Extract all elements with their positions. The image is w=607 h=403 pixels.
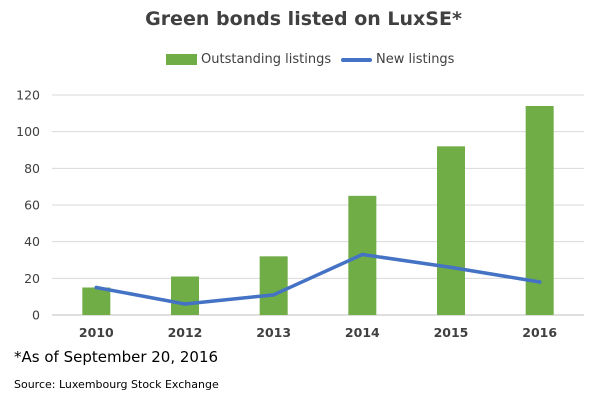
legend-swatch-line <box>341 57 372 62</box>
legend-item-new: New listings <box>341 52 454 67</box>
point-new-2016 <box>537 280 542 284</box>
y-tick-label: 60 <box>24 198 40 213</box>
bar-outstanding-2015 <box>437 146 465 315</box>
legend-swatch-bar <box>166 54 197 65</box>
y-tick-label: 20 <box>24 271 40 286</box>
chart-legend: Outstanding listings New listings <box>0 52 607 72</box>
bar-outstanding-2012 <box>171 276 199 315</box>
x-tick-label: 2013 <box>256 325 291 340</box>
y-tick-label: 100 <box>16 124 40 139</box>
x-tick-label: 2015 <box>434 325 469 340</box>
point-new-2014 <box>360 252 365 257</box>
y-tick-label: 120 <box>16 88 40 103</box>
point-new-2015 <box>449 265 453 270</box>
point-new-2010 <box>94 285 99 290</box>
source-note: Source: Luxembourg Stock Exchange <box>14 378 219 391</box>
y-tick-label: 0 <box>32 308 40 323</box>
legend-label-new: New listings <box>376 52 455 67</box>
line-new-listings <box>94 252 542 306</box>
y-tick-label: 40 <box>24 234 40 249</box>
legend-item-outstanding: Outstanding listings <box>166 52 331 67</box>
x-tick-label: 2012 <box>168 325 203 340</box>
bar-outstanding-2013 <box>259 256 288 315</box>
footnote: *As of September 20, 2016 <box>14 348 219 366</box>
x-tick-label: 2014 <box>345 325 380 340</box>
legend-label-outstanding: Outstanding listings <box>201 52 332 67</box>
y-tick-label: 80 <box>24 161 40 176</box>
x-tick-label: 2016 <box>522 325 557 340</box>
x-tick-label: 2010 <box>79 325 114 340</box>
point-new-2012 <box>183 302 187 306</box>
bar-outstanding-2010 <box>82 287 111 315</box>
chart-title: Green bonds listed on LuxSE* <box>145 8 462 30</box>
point-new-2013 <box>271 293 276 297</box>
